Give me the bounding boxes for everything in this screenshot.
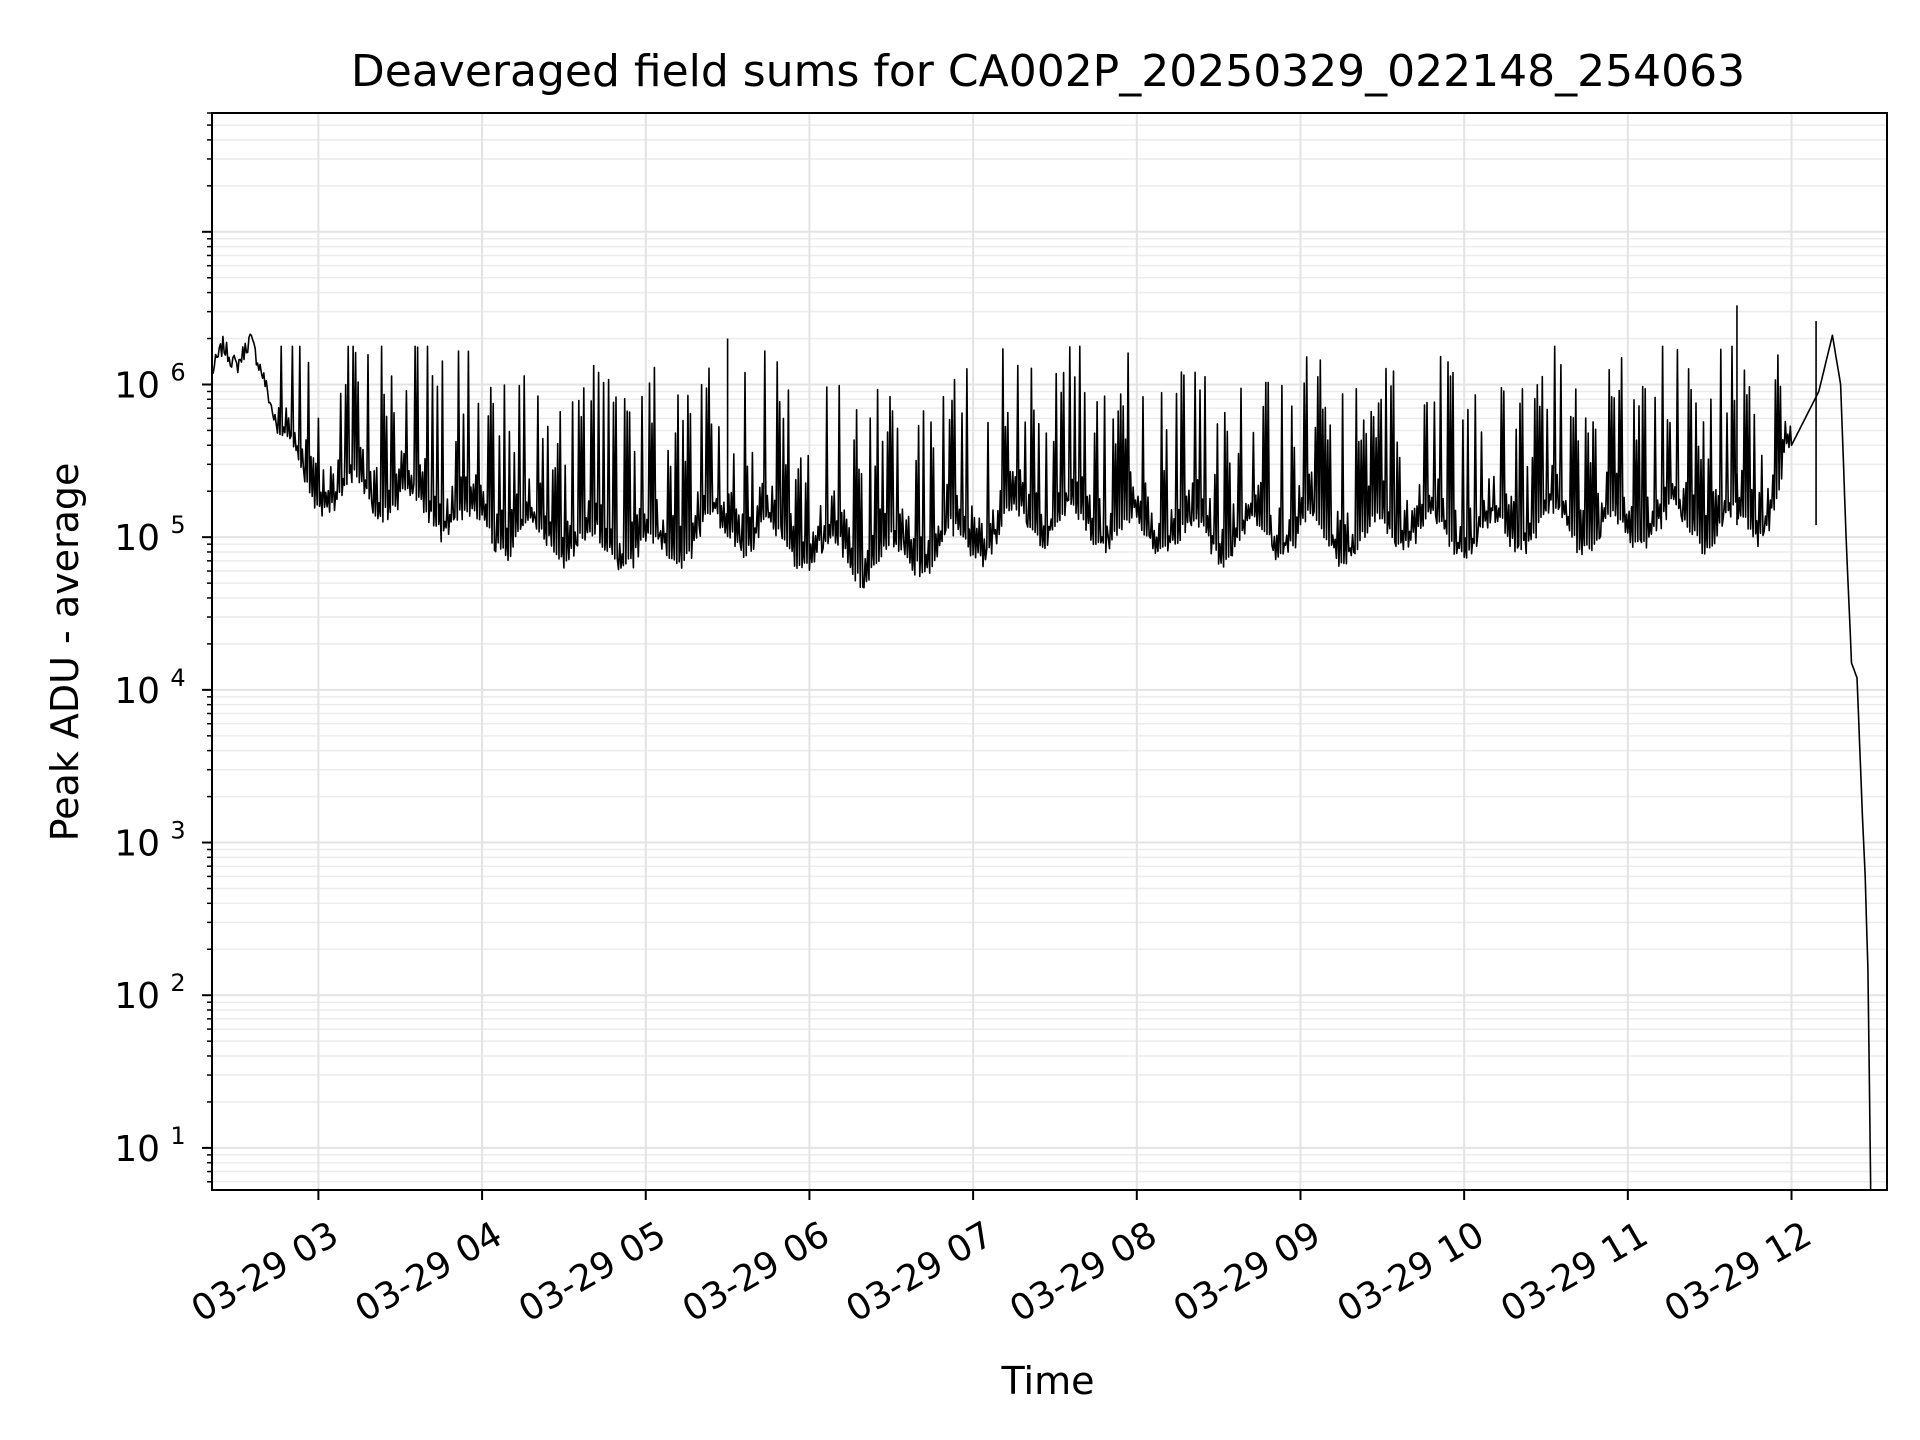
line-layer xyxy=(211,305,1872,1190)
y-tick-label-base: 10 xyxy=(114,671,160,712)
x-tick-label: 03-29 10 xyxy=(1331,1214,1492,1330)
y-tick-label-base: 10 xyxy=(114,365,160,406)
y-tick-label-base: 10 xyxy=(114,976,160,1017)
y-axis-label: Peak ADU - average xyxy=(43,463,87,842)
y-tick-label-exponent: 4 xyxy=(170,664,185,692)
y-tick-label: 10 xyxy=(114,518,160,559)
y-tick-label-exponent: 2 xyxy=(170,969,185,997)
x-axis-label: Time xyxy=(1001,1359,1095,1403)
plot-frame xyxy=(211,112,1888,1191)
series-line xyxy=(211,333,1872,1190)
y-tick-label: 10 xyxy=(114,1129,160,1170)
x-tick-label: 03-29 09 xyxy=(1167,1214,1328,1330)
x-tick-label: 03-29 11 xyxy=(1494,1214,1655,1330)
x-tick-label: 03-29 07 xyxy=(840,1214,1001,1330)
y-tick-label-exponent: 1 xyxy=(170,1122,185,1150)
x-tick-label: 03-29 06 xyxy=(676,1214,837,1330)
y-tick-label: 10 xyxy=(114,365,160,406)
y-tick-label: 10 xyxy=(114,824,160,865)
y-tick-label-base: 10 xyxy=(114,824,160,865)
y-tick-label: 10 xyxy=(114,671,160,712)
x-tick-label: 03-29 05 xyxy=(512,1214,673,1330)
y-tick-label: 10 xyxy=(114,976,160,1017)
x-tick-label: 03-29 04 xyxy=(348,1214,509,1330)
x-tick-label: 03-29 08 xyxy=(1003,1214,1164,1330)
x-tick-label: 03-29 12 xyxy=(1658,1214,1819,1330)
y-tick-label-base: 10 xyxy=(114,1129,160,1170)
y-tick-label-exponent: 3 xyxy=(170,817,185,845)
y-tick-label-exponent: 5 xyxy=(170,511,185,539)
y-tick-label-exponent: 6 xyxy=(170,358,185,386)
y-tick-label-base: 10 xyxy=(114,518,160,559)
grid-layer xyxy=(212,112,1887,1190)
x-tick-label: 03-29 03 xyxy=(185,1214,346,1330)
chart-title: Deaveraged field sums for CA002P_2025032… xyxy=(351,46,1745,97)
